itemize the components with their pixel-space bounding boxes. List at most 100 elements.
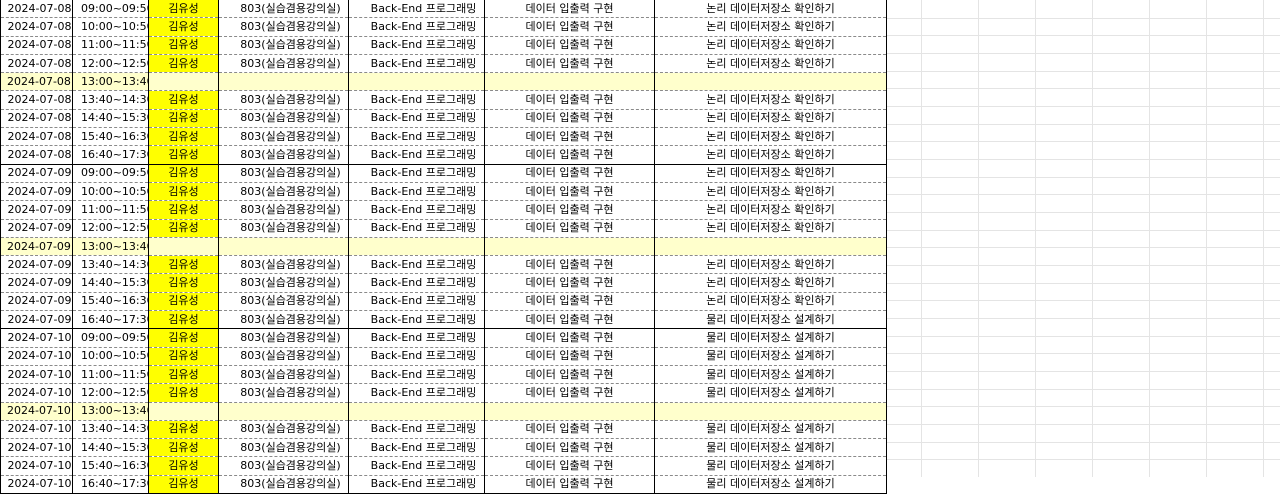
subject-cell[interactable]: Back-End 프로그래밍 [348, 255, 485, 275]
unit-cell[interactable]: 데이터 입출력 구현 [484, 90, 655, 110]
subject-cell[interactable]: Back-End 프로그래밍 [348, 17, 485, 37]
content-cell[interactable]: 논리 데이터저장소 확인하기 [654, 54, 887, 74]
content-cell[interactable]: 논리 데이터저장소 확인하기 [654, 109, 887, 129]
time-cell[interactable]: 16:40~17:30 [72, 475, 149, 494]
time-cell[interactable]: 14:40~15:30 [72, 438, 149, 458]
room-cell[interactable]: 803(실습겸용강의실) [218, 273, 349, 293]
room-cell[interactable]: 803(실습겸용강의실) [218, 456, 349, 476]
content-cell[interactable]: 논리 데이터저장소 확인하기 [654, 145, 887, 165]
room-cell[interactable]: 803(실습겸용강의실) [218, 383, 349, 403]
content-cell[interactable]: 논리 데이터저장소 확인하기 [654, 164, 887, 183]
unit-cell[interactable]: 데이터 입출력 구현 [484, 383, 655, 403]
date-cell[interactable]: 2024-07-10 [0, 475, 73, 494]
room-cell[interactable]: 803(실습겸용강의실) [218, 182, 349, 202]
content-cell[interactable]: 논리 데이터저장소 확인하기 [654, 292, 887, 312]
time-cell[interactable]: 09:00~09:50 [72, 0, 149, 19]
content-cell[interactable]: 물리 데이터저장소 설계하기 [654, 310, 887, 330]
date-cell[interactable]: 2024-07-09 [0, 255, 73, 275]
instructor-cell[interactable]: 김유성 [148, 347, 219, 366]
date-cell[interactable]: 2024-07-09 [0, 237, 73, 257]
subject-cell[interactable] [348, 72, 485, 92]
content-cell[interactable]: 논리 데이터저장소 확인하기 [654, 36, 887, 55]
subject-cell[interactable]: Back-End 프로그래밍 [348, 90, 485, 110]
unit-cell[interactable]: 데이터 입출력 구현 [484, 164, 655, 183]
unit-cell[interactable]: 데이터 입출력 구현 [484, 475, 655, 494]
subject-cell[interactable]: Back-End 프로그래밍 [348, 475, 485, 494]
time-cell[interactable]: 11:00~11:50 [72, 36, 149, 55]
room-cell[interactable]: 803(실습겸용강의실) [218, 347, 349, 366]
subject-cell[interactable]: Back-End 프로그래밍 [348, 273, 485, 293]
subject-cell[interactable]: Back-End 프로그래밍 [348, 365, 485, 385]
room-cell[interactable]: 803(실습겸용강의실) [218, 90, 349, 110]
time-cell[interactable]: 14:40~15:30 [72, 109, 149, 129]
unit-cell[interactable]: 데이터 입출력 구현 [484, 438, 655, 458]
content-cell[interactable]: 논리 데이터저장소 확인하기 [654, 219, 887, 238]
instructor-cell[interactable]: 김유성 [148, 383, 219, 403]
unit-cell[interactable]: 데이터 입출력 구현 [484, 292, 655, 312]
room-cell[interactable]: 803(실습겸용강의실) [218, 127, 349, 147]
content-cell[interactable]: 물리 데이터저장소 설계하기 [654, 383, 887, 403]
unit-cell[interactable]: 데이터 입출력 구현 [484, 145, 655, 165]
instructor-cell[interactable]: 김유성 [148, 255, 219, 275]
content-cell[interactable]: 논리 데이터저장소 확인하기 [654, 255, 887, 275]
instructor-cell[interactable]: 김유성 [148, 17, 219, 37]
date-cell[interactable]: 2024-07-10 [0, 402, 73, 421]
unit-cell[interactable]: 데이터 입출력 구현 [484, 109, 655, 129]
time-cell[interactable]: 09:00~09:50 [72, 328, 149, 348]
content-cell[interactable]: 물리 데이터저장소 설계하기 [654, 328, 887, 348]
date-cell[interactable]: 2024-07-08 [0, 109, 73, 129]
content-cell[interactable]: 논리 데이터저장소 확인하기 [654, 17, 887, 37]
subject-cell[interactable]: Back-End 프로그래밍 [348, 383, 485, 403]
date-cell[interactable]: 2024-07-09 [0, 310, 73, 330]
content-cell[interactable]: 논리 데이터저장소 확인하기 [654, 90, 887, 110]
content-cell[interactable] [654, 402, 887, 421]
room-cell[interactable]: 803(실습겸용강의실) [218, 0, 349, 19]
instructor-cell[interactable]: 김유성 [148, 0, 219, 19]
content-cell[interactable]: 논리 데이터저장소 확인하기 [654, 273, 887, 293]
instructor-cell[interactable]: 김유성 [148, 456, 219, 476]
unit-cell[interactable]: 데이터 입출력 구현 [484, 273, 655, 293]
instructor-cell[interactable]: 김유성 [148, 328, 219, 348]
date-cell[interactable]: 2024-07-09 [0, 182, 73, 202]
content-cell[interactable]: 물리 데이터저장소 설계하기 [654, 420, 887, 440]
time-cell[interactable]: 13:00~13:40 [72, 237, 149, 257]
room-cell[interactable]: 803(실습겸용강의실) [218, 200, 349, 220]
instructor-cell[interactable]: 김유성 [148, 182, 219, 202]
unit-cell[interactable] [484, 402, 655, 421]
date-cell[interactable]: 2024-07-08 [0, 0, 73, 19]
date-cell[interactable]: 2024-07-10 [0, 347, 73, 366]
room-cell[interactable] [218, 237, 349, 257]
content-cell[interactable]: 물리 데이터저장소 설계하기 [654, 475, 887, 494]
subject-cell[interactable]: Back-End 프로그래밍 [348, 182, 485, 202]
content-cell[interactable]: 물리 데이터저장소 설계하기 [654, 456, 887, 476]
time-cell[interactable]: 09:00~09:50 [72, 164, 149, 183]
room-cell[interactable]: 803(실습겸용강의실) [218, 54, 349, 74]
time-cell[interactable]: 11:00~11:50 [72, 365, 149, 385]
date-cell[interactable]: 2024-07-10 [0, 420, 73, 440]
subject-cell[interactable]: Back-End 프로그래밍 [348, 164, 485, 183]
subject-cell[interactable]: Back-End 프로그래밍 [348, 0, 485, 19]
date-cell[interactable]: 2024-07-10 [0, 438, 73, 458]
subject-cell[interactable]: Back-End 프로그래밍 [348, 219, 485, 238]
instructor-cell[interactable]: 김유성 [148, 200, 219, 220]
unit-cell[interactable]: 데이터 입출력 구현 [484, 0, 655, 19]
content-cell[interactable]: 물리 데이터저장소 설계하기 [654, 438, 887, 458]
room-cell[interactable]: 803(실습겸용강의실) [218, 109, 349, 129]
unit-cell[interactable]: 데이터 입출력 구현 [484, 219, 655, 238]
instructor-cell[interactable]: 김유성 [148, 438, 219, 458]
date-cell[interactable]: 2024-07-08 [0, 90, 73, 110]
time-cell[interactable]: 15:40~16:30 [72, 127, 149, 147]
content-cell[interactable] [654, 72, 887, 92]
room-cell[interactable]: 803(실습겸용강의실) [218, 365, 349, 385]
instructor-cell[interactable]: 김유성 [148, 420, 219, 440]
subject-cell[interactable]: Back-End 프로그래밍 [348, 127, 485, 147]
room-cell[interactable]: 803(실습겸용강의실) [218, 164, 349, 183]
content-cell[interactable]: 물리 데이터저장소 설계하기 [654, 365, 887, 385]
time-cell[interactable]: 10:00~10:50 [72, 347, 149, 366]
subject-cell[interactable]: Back-End 프로그래밍 [348, 456, 485, 476]
unit-cell[interactable]: 데이터 입출력 구현 [484, 182, 655, 202]
subject-cell[interactable]: Back-End 프로그래밍 [348, 310, 485, 330]
unit-cell[interactable]: 데이터 입출력 구현 [484, 456, 655, 476]
instructor-cell[interactable]: 김유성 [148, 90, 219, 110]
room-cell[interactable]: 803(실습겸용강의실) [218, 328, 349, 348]
